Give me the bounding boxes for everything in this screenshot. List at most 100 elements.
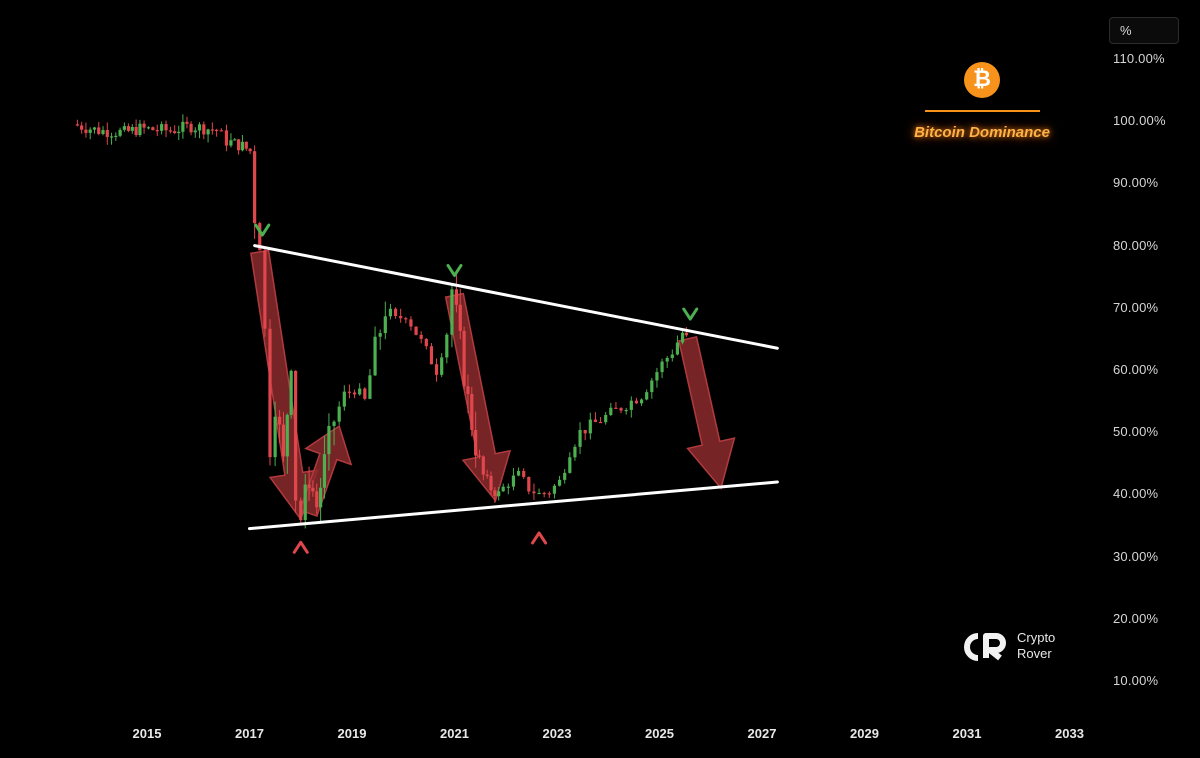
candle-body — [146, 127, 151, 129]
candle-body — [645, 392, 649, 400]
candle-body — [294, 370, 298, 501]
candle-body — [563, 472, 567, 480]
y-tick-label: 10.00% — [1113, 673, 1159, 688]
candle-body — [337, 406, 341, 422]
candle-layer — [75, 114, 689, 529]
candle-body — [639, 399, 644, 404]
candle-body — [404, 318, 408, 320]
candle-body — [134, 127, 138, 136]
candle-body — [315, 491, 319, 508]
watermark: Crypto Rover — [962, 628, 1072, 668]
candle-body — [138, 123, 142, 136]
crypto-rover-logo — [964, 633, 1006, 661]
watermark-text: Crypto Rover — [1017, 630, 1055, 662]
candle-body — [429, 346, 434, 365]
top-marker-chevron — [446, 263, 463, 277]
candle-body — [185, 121, 189, 124]
candle-body — [181, 121, 185, 132]
candle-body — [268, 328, 272, 458]
candle-body — [253, 151, 257, 224]
candle-body — [445, 334, 449, 358]
candle-body — [440, 357, 444, 375]
candle-body — [506, 486, 510, 488]
candle-body — [497, 491, 501, 497]
candle-body — [84, 129, 88, 133]
candle-body — [299, 500, 303, 521]
candle-body — [219, 130, 223, 132]
candle-body — [97, 127, 101, 134]
candle-body — [378, 333, 382, 337]
x-tick-label: 2025 — [645, 726, 674, 741]
candle-body — [634, 400, 639, 404]
unit-toggle[interactable]: % — [1109, 17, 1179, 44]
candle-body — [650, 380, 654, 393]
candle-body — [122, 126, 126, 130]
candle-body — [542, 492, 546, 495]
y-tick-label: 30.00% — [1113, 548, 1159, 564]
candle-body — [537, 492, 541, 495]
candle-body — [466, 386, 470, 394]
chart-title: Bitcoin Dominance — [914, 124, 1050, 141]
candle-body — [109, 136, 114, 138]
candle-body — [130, 127, 134, 131]
candle-body — [88, 129, 92, 133]
candle-body — [307, 484, 311, 488]
candle-body — [501, 486, 505, 492]
x-tick-label: 2023 — [542, 726, 572, 741]
candle-body — [399, 315, 403, 319]
candle-body — [229, 140, 233, 146]
x-tick-label: 2015 — [132, 726, 162, 741]
y-tick-label: 70.00% — [1113, 299, 1159, 315]
candle-body — [670, 354, 674, 359]
down-arrow — [444, 292, 512, 503]
y-tick-label: 20.00% — [1113, 610, 1159, 626]
candle-body — [393, 308, 398, 316]
candle-body — [477, 455, 482, 457]
candle-body — [527, 476, 531, 492]
candle-body — [263, 250, 267, 329]
y-tick-label: 100.00% — [1113, 113, 1166, 129]
candle-body — [193, 130, 197, 133]
bitcoin-icon: ₿ — [964, 62, 1000, 98]
candle-body — [358, 388, 362, 395]
candle-body — [474, 429, 478, 456]
bottom-marker-chevron — [531, 531, 548, 545]
y-tick-label: 90.00% — [1113, 175, 1159, 191]
down-arrow — [678, 336, 736, 490]
candle-body — [583, 429, 587, 434]
candle-body — [240, 141, 245, 151]
candle-body — [568, 457, 572, 473]
candle-body — [319, 487, 323, 508]
x-tick-label: 2031 — [952, 726, 982, 741]
candle-body — [655, 372, 659, 381]
candle-body — [164, 124, 168, 131]
candle-body — [588, 419, 592, 434]
candle-body — [332, 421, 336, 426]
candle-body — [373, 336, 377, 376]
candle-body — [197, 124, 202, 131]
y-tick-label: 40.00% — [1113, 486, 1159, 502]
candle-body — [383, 316, 387, 334]
candle-body — [177, 131, 181, 134]
candle-body — [624, 409, 628, 412]
candle-body — [311, 487, 315, 492]
candle-body — [289, 370, 293, 415]
candle-body — [547, 493, 551, 495]
support-trendline — [248, 480, 779, 531]
candle-body — [244, 141, 248, 149]
candle-body — [680, 332, 685, 343]
watermark-line1: Crypto — [1017, 630, 1056, 645]
candle-body — [368, 375, 372, 399]
down-arrow — [250, 249, 319, 521]
x-tick-label: 2029 — [850, 726, 879, 741]
candle-body — [281, 424, 286, 457]
candle-body — [151, 127, 155, 131]
candle-body — [173, 131, 177, 134]
candle-body — [105, 130, 109, 137]
candle-body — [322, 454, 327, 488]
candle-body — [665, 358, 669, 362]
candle-body — [598, 421, 603, 424]
candle-body — [450, 289, 454, 335]
candle-body — [189, 123, 193, 133]
